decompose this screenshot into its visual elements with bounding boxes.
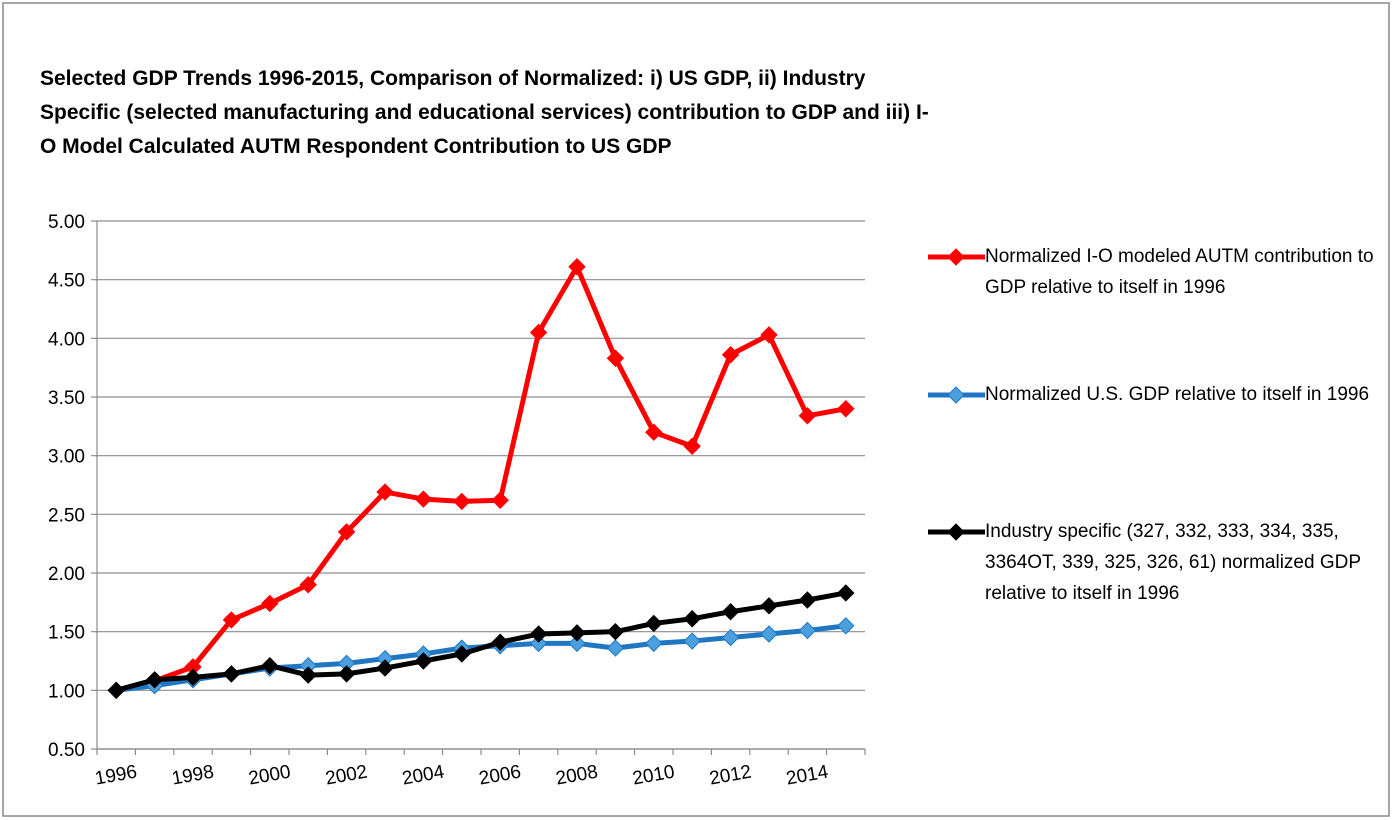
point-marker — [760, 625, 778, 643]
chart-title: Selected GDP Trends 1996-2015, Compariso… — [40, 67, 929, 158]
legend-label: Normalized U.S. GDP relative to itself i… — [985, 384, 1370, 405]
point-marker — [414, 652, 433, 670]
point-marker — [376, 659, 394, 677]
point-marker — [760, 597, 778, 615]
point-marker — [376, 483, 394, 501]
point-marker — [837, 584, 855, 602]
y-tick-label: 2.00 — [48, 564, 85, 585]
point-marker — [453, 645, 471, 663]
point-marker — [568, 624, 586, 642]
point-marker — [261, 594, 279, 613]
point-marker — [222, 665, 241, 683]
point-marker — [721, 346, 740, 364]
y-tick-label: 0.50 — [48, 740, 85, 761]
point-marker — [606, 639, 625, 657]
y-tick-label: 1.50 — [48, 623, 85, 644]
legend-marker — [947, 248, 965, 266]
point-marker — [337, 523, 356, 541]
point-marker — [721, 603, 740, 621]
y-tick-label: 3.50 — [48, 388, 85, 409]
point-marker — [798, 591, 817, 609]
point-marker — [529, 634, 548, 653]
legend-marker — [947, 523, 965, 541]
point-marker — [798, 407, 817, 425]
point-marker — [568, 258, 586, 276]
point-marker — [683, 632, 701, 650]
y-tick-label: 2.50 — [48, 505, 85, 526]
point-marker — [798, 621, 817, 640]
point-marker — [683, 437, 701, 455]
point-marker — [453, 492, 471, 511]
point-marker — [261, 656, 279, 675]
point-marker — [645, 614, 663, 633]
y-tick-label: 4.50 — [48, 271, 85, 292]
point-marker — [645, 423, 663, 441]
point-marker — [529, 323, 548, 342]
series-line — [115, 264, 847, 693]
point-marker — [491, 633, 509, 651]
y-tick-label: 4.00 — [48, 329, 85, 350]
point-marker — [683, 610, 701, 628]
point-marker — [222, 611, 241, 629]
point-marker — [184, 668, 202, 687]
point-marker — [299, 576, 317, 594]
y-tick-label: 5.00 — [48, 212, 85, 233]
point-marker — [837, 617, 855, 635]
y-tick-label: 3.00 — [48, 447, 85, 468]
point-marker — [721, 628, 740, 647]
point-marker — [107, 681, 125, 700]
point-marker — [529, 625, 548, 643]
y-tick-label: 1.00 — [48, 681, 85, 702]
point-marker — [760, 326, 778, 344]
point-marker — [337, 665, 356, 683]
point-marker — [645, 634, 663, 653]
point-marker — [145, 671, 164, 689]
point-marker — [837, 400, 855, 418]
legend-label: Industry specific (327, 332, 333, 334, 3… — [985, 521, 1361, 604]
point-marker — [299, 666, 317, 684]
point-marker — [414, 490, 433, 508]
point-marker — [606, 622, 625, 641]
point-marker — [491, 491, 509, 509]
legend-label: Normalized I-O modeled AUTM contribution… — [985, 246, 1374, 298]
legend-marker — [947, 386, 965, 404]
point-marker — [568, 634, 586, 653]
point-marker — [606, 349, 625, 367]
